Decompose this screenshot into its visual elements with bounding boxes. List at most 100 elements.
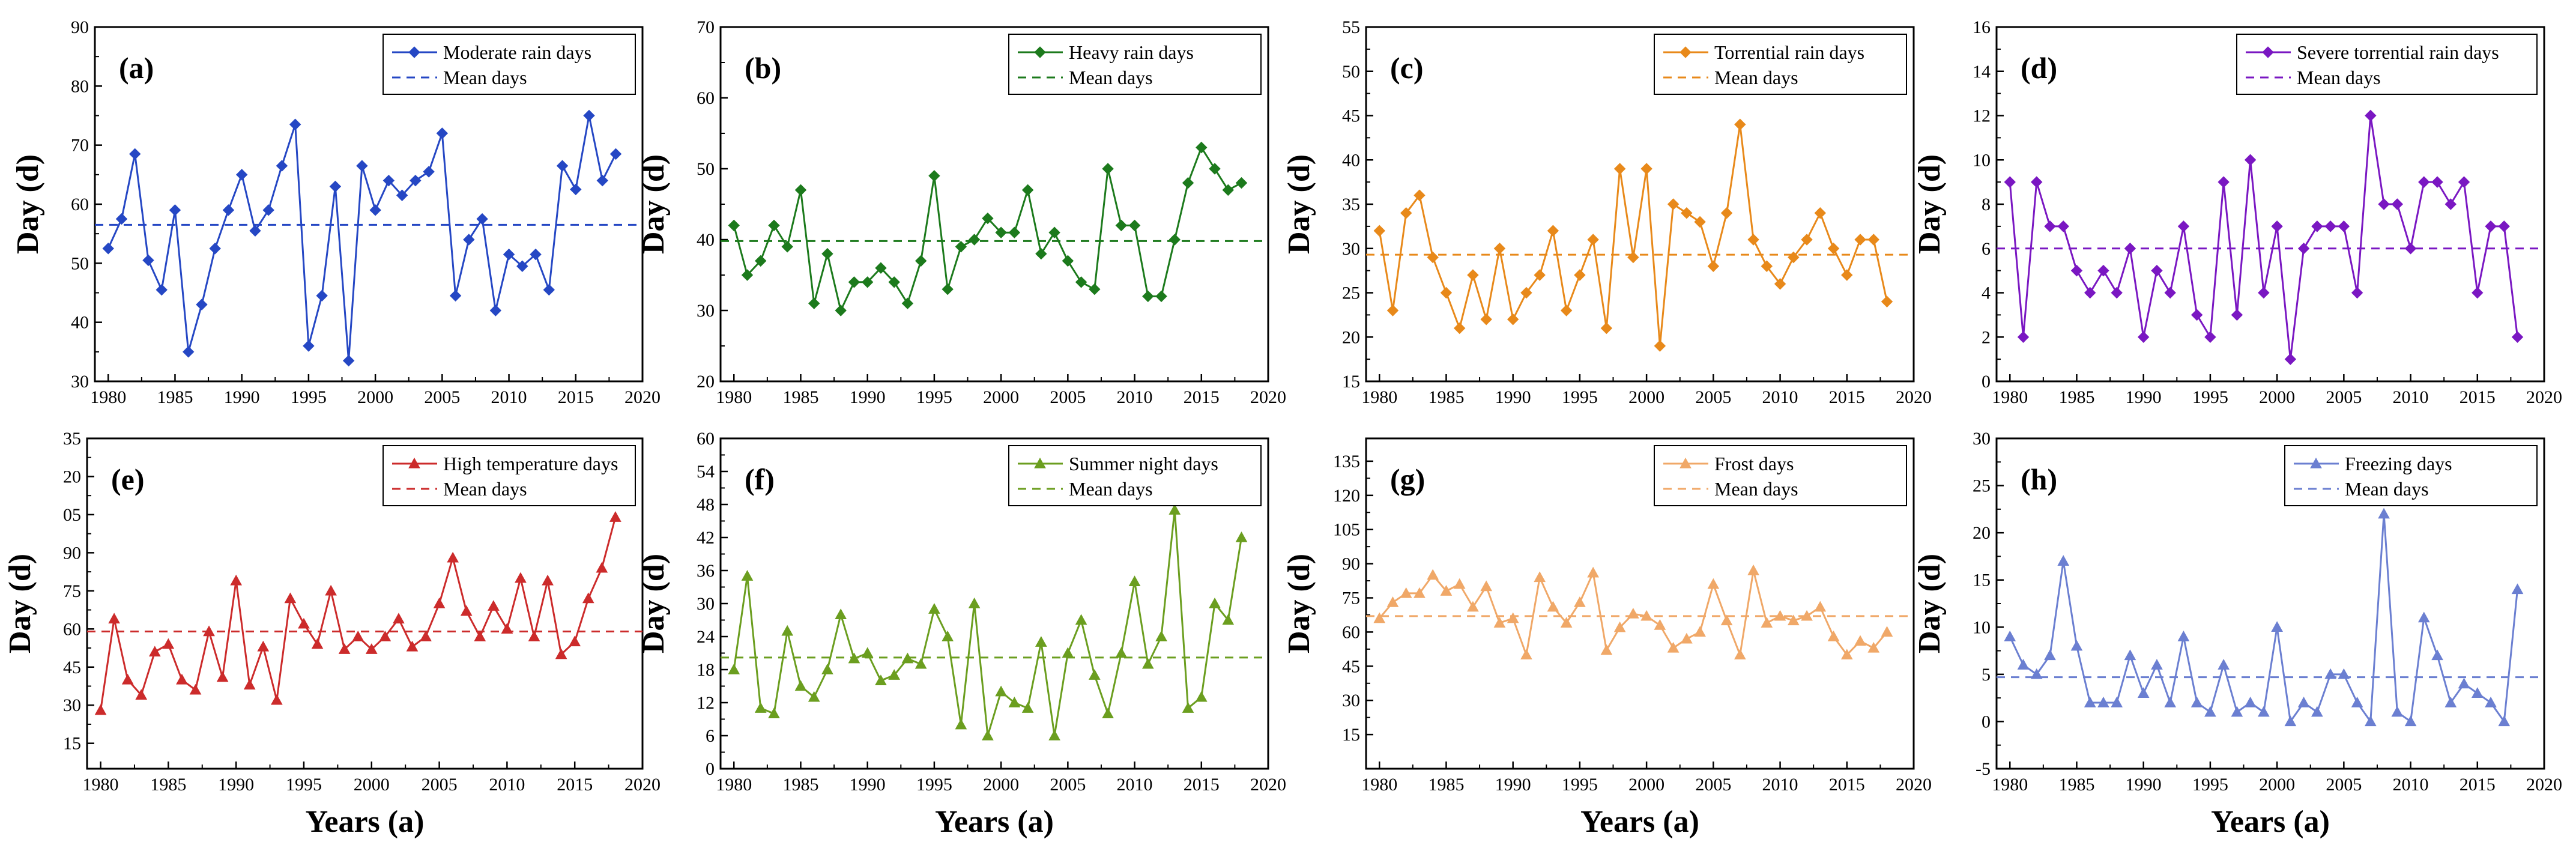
data-point (995, 226, 1007, 238)
data-point (356, 160, 368, 172)
x-tick-label: 1980 (83, 775, 119, 795)
y-tick-label: 70 (71, 136, 89, 156)
x-tick-label: 2000 (2259, 387, 2295, 407)
x-tick-label: 2010 (1117, 387, 1153, 407)
data-point (609, 511, 621, 522)
x-tick-label: 2010 (1117, 775, 1153, 795)
data-point (2284, 353, 2297, 365)
y-tick-label: 20 (1973, 523, 1991, 543)
data-point (271, 694, 283, 705)
data-point (1454, 322, 1466, 335)
data-point (289, 118, 301, 130)
data-point (570, 183, 582, 196)
x-tick-label: 2020 (624, 387, 661, 407)
x-tick-label: 2015 (2460, 775, 2496, 795)
data-point (1587, 566, 1599, 578)
data-point (1841, 269, 1853, 281)
data-point (915, 255, 927, 267)
y-tick-label: 120 (1333, 486, 1360, 506)
data-point (1169, 234, 1181, 246)
data-point (162, 638, 175, 649)
data-point (741, 269, 754, 281)
y-tick-label: 60 (1342, 622, 1360, 642)
data-point (1048, 729, 1060, 740)
series-line (733, 145, 1242, 313)
data-point (2218, 176, 2230, 188)
x-tick-label: 2010 (2393, 387, 2429, 407)
data-point (298, 617, 310, 629)
x-tick-label: 1985 (150, 775, 186, 795)
y-tick-label: 60 (63, 619, 81, 639)
x-tick-label: 1995 (916, 775, 952, 795)
y-tick-label: 30 (63, 695, 81, 715)
y-tick-label: 0 (1982, 712, 1991, 731)
x-tick-label: 1985 (2058, 387, 2094, 407)
x-tick-label: 1995 (916, 387, 952, 407)
x-tick-label: 2005 (1050, 387, 1086, 407)
data-point (284, 592, 297, 604)
data-point (1681, 207, 1693, 219)
data-point (249, 225, 261, 237)
data-point (1035, 636, 1047, 647)
y-tick-label: 6 (1982, 239, 1991, 259)
data-point (316, 289, 328, 302)
y-tick-label: 2 (1982, 327, 1991, 347)
data-point (1854, 234, 1866, 246)
x-tick-label: 2010 (491, 387, 527, 407)
data-point (942, 630, 954, 641)
data-point (848, 652, 860, 664)
data-point (489, 304, 502, 316)
data-point (369, 204, 381, 216)
series-line (1378, 124, 1888, 347)
data-point (901, 652, 914, 664)
y-tick-label: 35 (63, 429, 81, 449)
data-point (516, 260, 528, 272)
plot-frame (1365, 437, 1915, 770)
y-tick-label: 14 (1973, 62, 1991, 82)
data-point (2124, 649, 2136, 661)
data-point (1507, 612, 1519, 623)
y-axis-label: Day (d) (636, 154, 671, 254)
x-tick-label: 1995 (291, 387, 327, 407)
data-point (1520, 286, 1532, 299)
data-point (1089, 283, 1101, 295)
data-point (2271, 621, 2283, 632)
data-point (596, 174, 608, 187)
data-point (142, 254, 154, 267)
data-point (995, 685, 1007, 697)
data-point (1062, 255, 1074, 267)
series-line (733, 510, 1242, 736)
data-point (2017, 331, 2030, 343)
data-point (2297, 696, 2310, 707)
y-tick-label: 12 (697, 693, 715, 713)
data-point (1574, 269, 1586, 281)
data-point (1654, 340, 1666, 352)
y-tick-label: 15 (1342, 725, 1360, 745)
data-point (1155, 290, 1167, 303)
y-tick-label: 60 (697, 88, 715, 108)
data-point (555, 648, 567, 659)
y-tick-label: 36 (697, 561, 715, 581)
y-tick-label: 25 (1973, 476, 1991, 496)
data-point (1102, 707, 1114, 719)
data-point (2391, 198, 2404, 210)
y-tick-label: 6 (706, 726, 715, 746)
y-tick-label: -5 (1976, 759, 1991, 779)
data-point (1787, 614, 1800, 626)
legend: Freezing days Mean days (2284, 445, 2538, 506)
legend: Torrential rain days Mean days (1654, 34, 1907, 95)
legend-series-label: High temperature days (443, 453, 618, 474)
data-point (503, 248, 515, 261)
data-point (1480, 580, 1493, 592)
data-point (901, 297, 914, 309)
data-point (1115, 219, 1128, 232)
data-point (2031, 176, 2043, 188)
data-point (2258, 286, 2270, 299)
data-point (1088, 669, 1101, 680)
y-tick-label: 30 (1342, 691, 1360, 710)
data-point (1627, 608, 1639, 619)
data-point (487, 600, 500, 611)
data-point (449, 289, 462, 302)
data-point (755, 255, 767, 267)
